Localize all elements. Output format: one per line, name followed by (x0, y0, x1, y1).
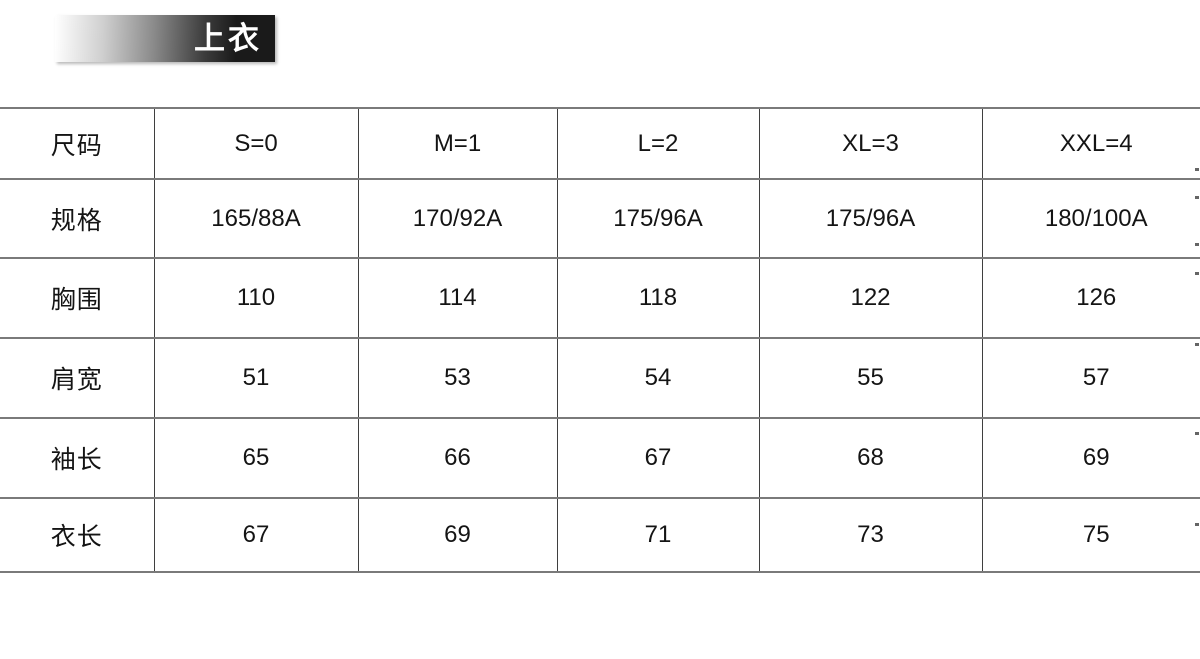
cropped-text-fragment (1195, 343, 1199, 346)
table-cell: 51 (153, 337, 358, 418)
table-cell: 75 (981, 497, 1200, 572)
table-cell: 67 (153, 497, 358, 572)
cropped-text-fragment (1195, 196, 1199, 199)
table-cell: 54 (556, 337, 759, 418)
table-cell: 66 (357, 417, 557, 498)
table-cell: 68 (758, 417, 982, 498)
row-label: 衣长 (0, 497, 154, 572)
cropped-text-fragment (1195, 523, 1199, 526)
table-cell: 170/92A (357, 178, 557, 258)
table-cell: 165/88A (153, 178, 358, 258)
cropped-text-fragment (1195, 243, 1199, 246)
table-cell: S=0 (153, 107, 358, 179)
table-cell: 69 (981, 417, 1200, 498)
section-title: 上衣 (194, 21, 262, 56)
row-label: 规格 (0, 178, 154, 258)
row-label: 肩宽 (0, 337, 154, 418)
row-label: 尺码 (0, 107, 154, 179)
table-cell: 67 (556, 417, 759, 498)
table-cell: 118 (556, 257, 759, 338)
table-row-shoulder: 肩宽 51 53 54 55 57 (0, 337, 1200, 418)
table-cell: 71 (556, 497, 759, 572)
table-cell: 69 (357, 497, 557, 572)
table-cell: XXL=4 (981, 107, 1200, 179)
table-cell: 73 (758, 497, 982, 572)
table-row-spec: 规格 165/88A 170/92A 175/96A 175/96A 180/1… (0, 178, 1200, 258)
table-cell: 126 (981, 257, 1200, 338)
table-row-length: 衣长 67 69 71 73 75 (0, 497, 1200, 572)
table-cell: 180/100A (981, 178, 1200, 258)
table-row-chest: 胸围 110 114 118 122 126 (0, 257, 1200, 338)
table-cell: 55 (758, 337, 982, 418)
table-cell: 122 (758, 257, 982, 338)
table-cell: M=1 (357, 107, 557, 179)
cropped-text-fragment (1195, 168, 1199, 171)
table-row-sleeve: 袖长 65 66 67 68 69 (0, 417, 1200, 498)
table-cell: L=2 (556, 107, 759, 179)
table-cell: 175/96A (556, 178, 759, 258)
row-label: 袖长 (0, 417, 154, 498)
table-cell: 65 (153, 417, 358, 498)
section-banner: 上衣 (55, 15, 275, 62)
table-cell: 114 (357, 257, 557, 338)
table-cell: XL=3 (758, 107, 982, 179)
table-row-size: 尺码 S=0 M=1 L=2 XL=3 XXL=4 (0, 107, 1200, 179)
table-cell: 110 (153, 257, 358, 338)
cropped-text-fragment (1195, 272, 1199, 275)
cropped-text-fragment (1195, 432, 1199, 435)
table-cell: 175/96A (758, 178, 982, 258)
size-table: 尺码 S=0 M=1 L=2 XL=3 XXL=4 规格 165/88A 170… (0, 107, 1200, 573)
table-cell: 53 (357, 337, 557, 418)
row-label: 胸围 (0, 257, 154, 338)
table-cell: 57 (981, 337, 1200, 418)
